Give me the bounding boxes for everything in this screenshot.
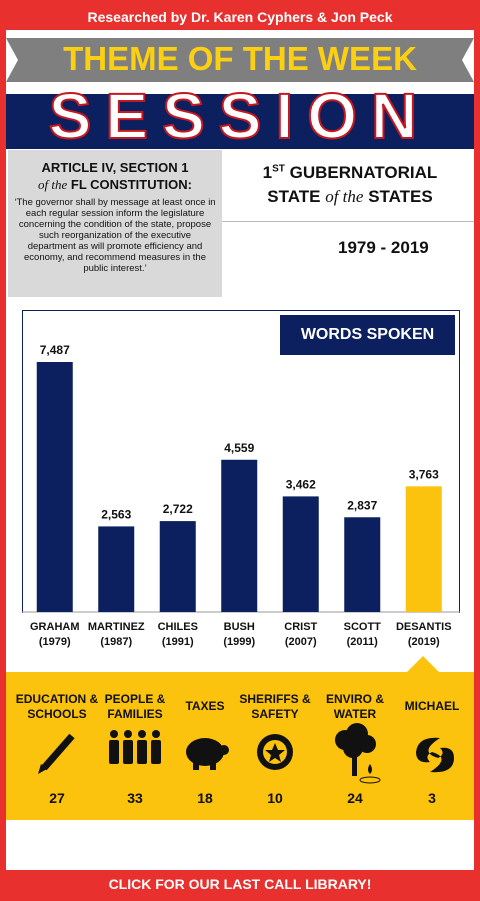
source: FL CONSTITUTION:	[70, 177, 192, 192]
topics: EDUCATION & SCHOOLS 27 PEOPLE & FAMILIES 33…	[0, 672, 480, 820]
bar	[405, 486, 442, 612]
heading-1: 1ST GUBERNATORIAL	[225, 163, 475, 183]
of-the: of the	[325, 187, 364, 206]
state: STATE	[267, 187, 321, 206]
value-label: 3,763	[409, 467, 439, 481]
bar	[221, 459, 258, 612]
bar	[344, 517, 381, 612]
people-icon	[109, 730, 161, 764]
article-quote: ‘The governor shall by message at least …	[14, 197, 216, 274]
divider	[222, 221, 474, 222]
article-title: ARTICLE IV, SECTION 1	[41, 160, 189, 175]
topic-label: ENVIRO & WATER	[325, 692, 384, 721]
value-label: 4,559	[224, 441, 254, 455]
tag-bold: RESEARCH	[338, 838, 434, 857]
hurricane-icon	[416, 737, 454, 773]
ribbon	[6, 38, 474, 82]
banner-art	[6, 38, 474, 149]
session-band	[6, 94, 474, 149]
footer-divider	[172, 832, 173, 862]
topic-count: 24	[347, 790, 363, 806]
topic-label: SHERIFFS & SAFETY	[239, 692, 311, 721]
banner-title: THEME OF THE WEEK	[63, 40, 417, 77]
brand: SACHSMEDIA	[20, 830, 157, 853]
states: STATES	[368, 187, 433, 206]
topic-count: 3	[428, 790, 436, 806]
value-label: 7,487	[40, 343, 70, 357]
topic-count: 10	[267, 790, 283, 806]
badge-icon	[257, 734, 293, 770]
chart-frame	[22, 310, 460, 613]
credit: Researched by Dr. Karen Cyphers & Jon Pe…	[87, 9, 393, 25]
topic-label: TAXES	[185, 699, 225, 713]
session-title: SESSION	[48, 79, 432, 153]
chart-title: WORDS SPOKEN	[280, 315, 455, 355]
topic-count: 27	[49, 790, 65, 806]
tag-light: BREAKTHROUGH	[190, 838, 334, 857]
x-tick-label: CRIST (2007)	[284, 621, 318, 648]
bar	[98, 526, 135, 612]
topic-label: PEOPLE & FAMILIES	[104, 692, 166, 721]
suffix: ST	[272, 163, 285, 175]
years: 1979 - 2019	[338, 238, 429, 257]
of-the: of the	[38, 177, 68, 192]
tagline: BREAKTHROUGH RESEARCH	[190, 838, 434, 858]
value-label: 2,837	[347, 498, 377, 512]
bar	[282, 496, 319, 612]
x-tick-label: MARTINEZ (1987)	[87, 621, 145, 648]
bar	[159, 521, 196, 612]
value-label: 2,722	[163, 502, 193, 516]
ordinal: 1	[262, 163, 273, 182]
bar	[36, 362, 73, 612]
pointer	[407, 656, 439, 672]
value-label: 2,563	[101, 507, 131, 521]
x-tick-label: GRAHAM (1979)	[30, 621, 80, 648]
x-tick-label: CHILES (1991)	[157, 621, 198, 648]
value-label: 3,462	[286, 477, 316, 491]
brand-group: GROUP	[30, 852, 105, 866]
pencil-icon	[38, 733, 75, 774]
chart: 7,487 2,563 2,722 4,559 3,462 2,837 3,763	[22, 343, 460, 672]
heading-2: STATE of the STATES	[225, 187, 475, 207]
x-tick-label: DESANTIS (2019)	[395, 621, 452, 648]
tree-icon	[335, 723, 381, 784]
piggy-icon	[186, 738, 229, 770]
topics-band	[6, 672, 474, 820]
kind: GUBERNATORIAL	[289, 163, 438, 182]
library-link[interactable]: CLICK FOR OUR LAST CALL LIBRARY!	[108, 876, 372, 892]
topic-icons	[38, 723, 454, 784]
x-tick-label: SCOTT (2011)	[343, 621, 381, 648]
topic-label: EDUCATION & SCHOOLS	[15, 692, 99, 721]
article-box	[8, 150, 222, 297]
topic-count: 18	[197, 790, 213, 806]
topic-count: 33	[127, 790, 143, 806]
topic-label: MICHAEL	[404, 699, 460, 713]
x-tick-label: BUSH (1999)	[223, 621, 256, 648]
article-source: of the FL CONSTITUTION:	[8, 177, 222, 193]
